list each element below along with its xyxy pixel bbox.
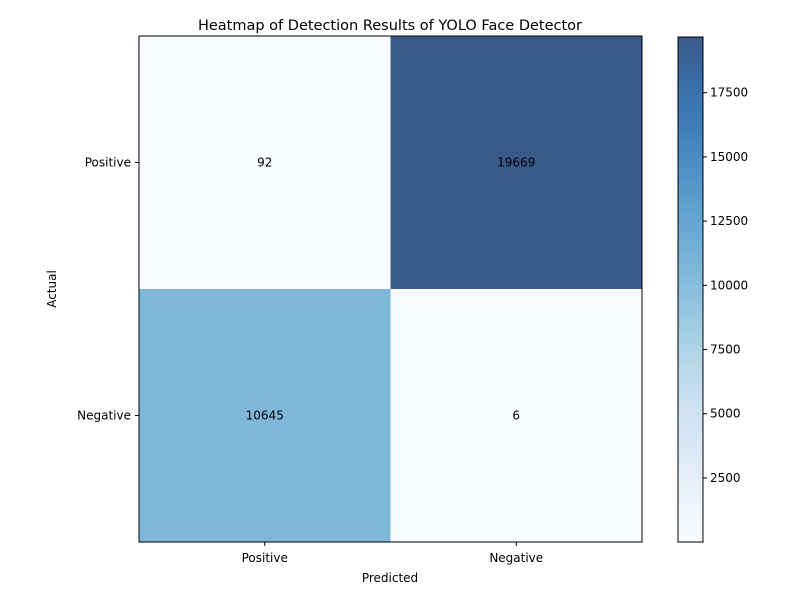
colorbar-ticks: 2500 5000 7500 10000 12500 15000 17500 xyxy=(703,86,748,485)
x-tick-label: Positive xyxy=(242,551,288,565)
colorbar-tick-label: 17500 xyxy=(710,86,748,100)
colorbar-tick-label: 2500 xyxy=(710,471,741,485)
y-axis-label: Actual xyxy=(45,270,59,308)
colorbar-tick-label: 15000 xyxy=(710,150,748,164)
cell-value-label: 92 xyxy=(257,156,272,170)
colorbar-tick-label: 12500 xyxy=(710,214,748,228)
cell-value-label: 6 xyxy=(512,409,520,423)
heatmap-cell xyxy=(139,36,391,289)
heatmap-cell xyxy=(390,36,642,289)
heatmap-cells xyxy=(139,36,642,542)
y-tick-label: Positive xyxy=(85,156,131,170)
colorbar-tick-label: 7500 xyxy=(710,343,741,357)
heatmap-cell xyxy=(139,289,391,542)
y-tick-label: Negative xyxy=(77,409,131,423)
heatmap-cell xyxy=(390,289,642,542)
colorbar xyxy=(677,36,704,543)
x-axis-ticks: Positive Negative xyxy=(242,542,543,565)
plot-frame xyxy=(138,35,643,543)
chart-title: Heatmap of Detection Results of YOLO Fac… xyxy=(198,18,582,34)
cell-value-label: 10645 xyxy=(246,409,284,423)
colorbar-tick-label: 5000 xyxy=(710,407,741,421)
heatmap-cell-labels: 92 19669 10645 6 xyxy=(246,156,536,423)
colorbar-tick-label: 10000 xyxy=(710,278,748,292)
x-tick-label: Negative xyxy=(489,551,543,565)
cell-value-label: 19669 xyxy=(497,156,535,170)
y-axis-ticks: Positive Negative xyxy=(77,156,139,423)
x-axis-label: Predicted xyxy=(362,571,418,585)
